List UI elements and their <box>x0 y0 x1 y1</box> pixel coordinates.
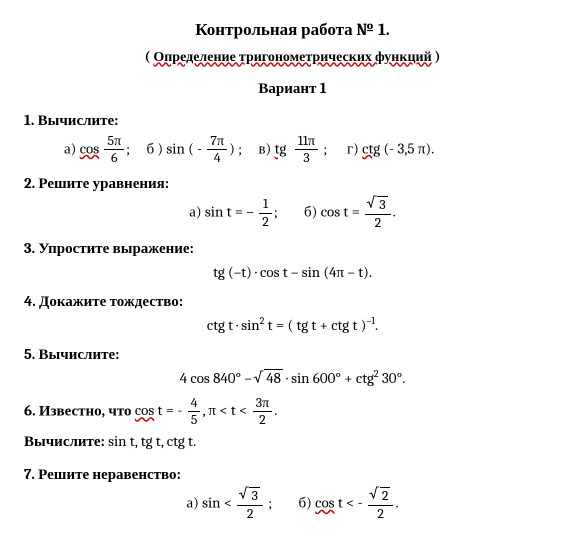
task-5-body: 4 cos 840° – 48 · sin 600° + ctg2 30°. <box>24 367 561 390</box>
subtitle-text: Определение тригонометрических функций <box>153 48 431 65</box>
t5-p1: 4 cos 840° – <box>180 369 256 387</box>
t1c-pre: в) <box>258 139 274 157</box>
t6-cos: cos <box>135 401 154 419</box>
t7b-sqrt: 2 <box>380 487 391 503</box>
t4-p1: ctg t · sin <box>207 316 260 334</box>
task-2-body: а) sin t = – 12; б) cos t = 32. <box>24 196 561 230</box>
t7b-mid: t < - <box>335 494 366 512</box>
variant-label: Вариант 1 <box>24 77 561 100</box>
t6-comma: , π < t < <box>202 401 250 419</box>
t1a-frac: 5π6 <box>104 134 124 166</box>
t5-p2: · sin 600° + ctg <box>283 369 374 387</box>
t2b-den: 2 <box>365 214 390 231</box>
t6-l2-pre: Вычислите: <box>24 432 105 450</box>
t4-p3: . <box>375 316 378 334</box>
t7a-den: 2 <box>237 505 262 522</box>
t1c-frac: 11π3 <box>295 134 318 166</box>
t2a-num: 1 <box>259 197 272 213</box>
t6-f1d: 5 <box>188 411 201 428</box>
t7a-frac: 32 <box>237 487 262 521</box>
t1b-num: 7π <box>207 134 227 150</box>
t1b-frac: 7π4 <box>207 134 227 166</box>
t2b-sqrt: 3 <box>377 196 387 212</box>
t7b-pre: б) <box>298 494 315 512</box>
t1a-cos: cos <box>80 139 99 157</box>
t6-f1: 45 <box>188 396 201 428</box>
doc-title: Контрольная работа № 1. <box>24 18 561 44</box>
t6-pre: 6. Известно, что <box>24 401 135 419</box>
t2a-frac: 12 <box>259 197 272 229</box>
t5-p3: 30°. <box>379 369 406 387</box>
t7a-post: ; <box>265 494 272 512</box>
t7a-num: 3 <box>237 487 262 505</box>
t2b-frac: 32 <box>365 196 390 230</box>
t2a-post: ; <box>274 203 278 221</box>
t7a-pre: а) sin < <box>186 494 235 512</box>
t1d-post: (- 3,5 π). <box>380 139 434 157</box>
t2b-pre: б) cos t = <box>304 203 363 221</box>
t1a-den: 6 <box>104 149 124 166</box>
t1c-den: 3 <box>295 149 318 166</box>
t1c-num: 11π <box>295 134 318 150</box>
t4-p2: t = ( tg t + ctg t ) <box>264 316 366 334</box>
task-6-head: 6. Известно, что cos t = - 45, π < t < 3… <box>24 396 561 428</box>
t6-f2n: 3π <box>253 396 273 412</box>
t2b-num: 3 <box>365 196 390 214</box>
t6-f2d: 2 <box>253 411 273 428</box>
t5-rad: 48 <box>264 369 283 387</box>
t6-f2: 3π2 <box>253 396 273 428</box>
t6-f1n: 4 <box>188 396 201 412</box>
t2a-pre: а) sin t = – <box>189 203 257 221</box>
t6-dot: . <box>274 401 277 419</box>
t1a-post: ; <box>126 139 130 157</box>
task-3-head: 3. Упростите выражение: <box>24 237 561 260</box>
t1b-den: 4 <box>207 149 227 166</box>
t6-l2: sin t, tg t, ctg t. <box>105 432 196 450</box>
task-3-body: tg (–t) · cos t – sin (4π – t). <box>24 261 561 284</box>
t7b-den: 2 <box>368 505 394 522</box>
t7b-post: . <box>395 494 398 512</box>
t7b-num: 2 <box>368 487 394 505</box>
t1a-pre: а) <box>64 139 80 157</box>
t6-mid: t = - <box>154 401 185 419</box>
t7b-frac: 22 <box>368 487 394 521</box>
task-7-body: а) sin < 32 ; б) cos t < - 22. <box>24 487 561 521</box>
t1c-post: ; <box>320 139 327 157</box>
task-4-body: ctg t · sin2 t = ( tg t + ctg t )–1. <box>24 314 561 337</box>
t1a-num: 5π <box>104 134 124 150</box>
task-2-head: 2. Решите уравнения: <box>24 172 561 195</box>
t1c-tg: tg <box>275 139 287 157</box>
task-6-line2: Вычислите: sin t, tg t, ctg t. <box>24 430 561 453</box>
t2a-den: 2 <box>259 213 272 230</box>
doc-subtitle: ( Определение тригонометрических функций… <box>24 46 561 67</box>
task-7-head: 7. Решите неравенство: <box>24 463 561 486</box>
t1b-pre: б ) sin ( - <box>146 139 202 157</box>
t5-sqrt: 48 <box>255 367 283 390</box>
task-1-head: 1. Вычислите: <box>24 109 561 132</box>
task-1-body: а) cos 5π6; б ) sin ( - 7π4) ; в) tg 11π… <box>64 134 561 166</box>
t4-exp: –1 <box>366 315 375 327</box>
t7a-sqrt: 3 <box>249 487 259 503</box>
t1d-pre: г) <box>347 139 362 157</box>
paren-close: ) <box>432 48 441 65</box>
task-4-head: 4. Докажите тождество: <box>24 290 561 313</box>
t1d-ctg: ctg <box>362 139 380 157</box>
task-5-head: 5. Вычислите: <box>24 343 561 366</box>
t1b-post: ) ; <box>229 139 242 157</box>
t2b-post: . <box>393 203 396 221</box>
t7b-cos: cos <box>315 494 334 512</box>
